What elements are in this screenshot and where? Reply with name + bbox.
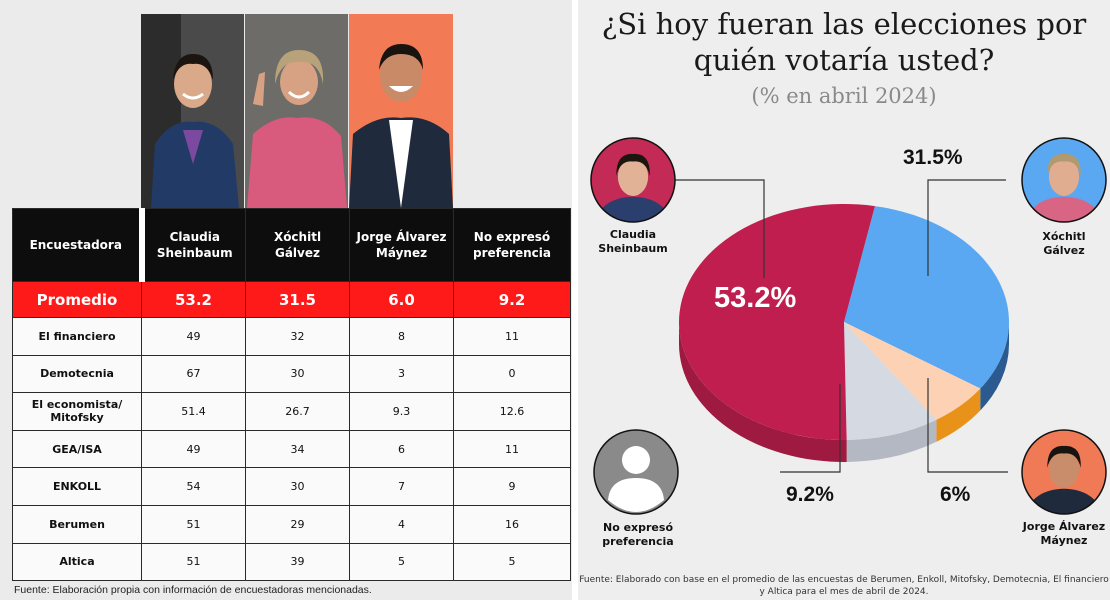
table-cell: 39 bbox=[245, 542, 350, 582]
no-preference-avatar-icon bbox=[593, 429, 679, 515]
photo-xochitl bbox=[245, 14, 348, 208]
table-header-row: Encuestadora Claudia Sheinbaum Xóchitl G… bbox=[12, 208, 571, 282]
table-cell: 11 bbox=[453, 429, 571, 469]
xochitl-avatar-icon bbox=[1021, 137, 1107, 223]
table-cell: 49 bbox=[141, 317, 246, 356]
average-value: 31.5 bbox=[245, 281, 350, 318]
pie-side-0 bbox=[679, 322, 847, 462]
table-cell: 51.4 bbox=[141, 392, 246, 431]
caption-jorge: Jorge Álvarez Máynez bbox=[1022, 520, 1106, 548]
table-row: ENKOLL 54 30 7 9 bbox=[12, 467, 571, 506]
header-claudia: Claudia Sheinbaum bbox=[141, 208, 246, 282]
table-row: GEA/ISA 49 34 6 11 bbox=[12, 429, 571, 469]
pollster-name: ENKOLL bbox=[12, 467, 142, 506]
slice-label-none: 9.2% bbox=[786, 483, 834, 506]
table-cell: 26.7 bbox=[245, 392, 350, 431]
table-cell: 4 bbox=[349, 504, 454, 544]
chart-title-line2: quién votaría usted? bbox=[693, 43, 995, 77]
header-xochitl: Xóchitl Gálvez bbox=[245, 208, 350, 282]
table-row: El financiero 49 32 8 11 bbox=[12, 317, 571, 356]
table-cell: 8 bbox=[349, 317, 454, 356]
table-cell: 5 bbox=[349, 542, 454, 582]
table-cell: 3 bbox=[349, 354, 454, 394]
claudia-avatar-icon bbox=[590, 137, 676, 223]
table-row: Altica 51 39 5 5 bbox=[12, 542, 571, 582]
caption-claudia: Claudia Sheinbaum bbox=[598, 228, 668, 256]
claudia-portrait-icon bbox=[141, 14, 244, 208]
table-cell: 0 bbox=[453, 354, 571, 394]
polls-table: Encuestadora Claudia Sheinbaum Xóchitl G… bbox=[12, 208, 571, 582]
pie-side-2 bbox=[936, 388, 981, 442]
table-cell: 67 bbox=[141, 354, 246, 394]
table-row: Berumen 51 29 4 16 bbox=[12, 504, 571, 544]
jorge-portrait-icon bbox=[349, 14, 453, 208]
header-none: No expresó preferencia bbox=[453, 208, 571, 282]
table-cell: 5 bbox=[453, 542, 571, 582]
jorge-avatar-icon bbox=[1021, 429, 1107, 515]
table-cell: 29 bbox=[245, 504, 350, 544]
slice-label-xochitl: 31.5% bbox=[903, 146, 963, 169]
slice-label-jorge: 6% bbox=[940, 483, 971, 506]
table-cell: 9 bbox=[453, 467, 571, 506]
pie-side-3 bbox=[846, 419, 937, 462]
leader-line bbox=[927, 179, 1006, 276]
pie-slice-2 bbox=[844, 322, 981, 420]
caption-xochitl: Xóchitl Gálvez bbox=[1042, 230, 1086, 258]
table-cell: 11 bbox=[453, 317, 571, 356]
leader-line bbox=[927, 378, 1008, 473]
panel-divider bbox=[572, 0, 578, 600]
table-cell: 30 bbox=[245, 467, 350, 506]
table-cell: 51 bbox=[141, 542, 246, 582]
table-row: El economista/ Mitofsky 51.4 26.7 9.3 12.6 bbox=[12, 392, 571, 431]
table-cell: 7 bbox=[349, 467, 454, 506]
average-row: Promedio 53.2 31.5 6.0 9.2 bbox=[12, 281, 571, 318]
table-cell: 32 bbox=[245, 317, 350, 356]
table-source-note: Fuente: Elaboración propia con informaci… bbox=[14, 584, 372, 596]
table-cell: 49 bbox=[141, 429, 246, 469]
poll-table-panel: Encuestadora Claudia Sheinbaum Xóchitl G… bbox=[0, 0, 572, 600]
table-row: Demotecnia 67 30 3 0 bbox=[12, 354, 571, 394]
header-jorge: Jorge Álvarez Máynez bbox=[349, 208, 454, 282]
table-cell: 51 bbox=[141, 504, 246, 544]
average-value: 9.2 bbox=[453, 281, 571, 318]
table-cell: 34 bbox=[245, 429, 350, 469]
caption-none: No expresó preferencia bbox=[602, 521, 674, 549]
pollster-name: GEA/ISA bbox=[12, 429, 142, 469]
slice-label-claudia: 53.2% bbox=[714, 282, 797, 314]
table-cell: 16 bbox=[453, 504, 571, 544]
photo-jorge bbox=[349, 14, 453, 208]
average-label: Promedio bbox=[12, 281, 142, 318]
table-cell: 54 bbox=[141, 467, 246, 506]
chart-title-line1: ¿Si hoy fueran las elecciones por bbox=[601, 7, 1087, 41]
xochitl-portrait-icon bbox=[245, 14, 348, 208]
average-value: 6.0 bbox=[349, 281, 454, 318]
pie-side-1 bbox=[980, 322, 1009, 411]
leader-line bbox=[780, 384, 841, 473]
table-cell: 30 bbox=[245, 354, 350, 394]
pollster-name: Demotecnia bbox=[12, 354, 142, 394]
photo-claudia bbox=[141, 14, 244, 208]
pollster-name: El financiero bbox=[12, 317, 142, 356]
pie-chart-panel: ¿Si hoy fueran las elecciones por quién … bbox=[578, 0, 1110, 600]
table-cell: 12.6 bbox=[453, 392, 571, 431]
chart-subtitle: (% en abril 2024) bbox=[751, 84, 937, 108]
table-cell: 9.3 bbox=[349, 392, 454, 431]
pollster-name: Berumen bbox=[12, 504, 142, 544]
pie-slice-1 bbox=[844, 206, 1009, 389]
pie-chart bbox=[590, 137, 1107, 515]
average-value: 53.2 bbox=[141, 281, 246, 318]
pollster-name: El economista/ Mitofsky bbox=[12, 392, 142, 431]
table-cell: 6 bbox=[349, 429, 454, 469]
leader-line bbox=[674, 179, 765, 278]
header-encuestadora: Encuestadora bbox=[12, 208, 145, 282]
chart-source-note: Fuente: Elaborado con base en el promedi… bbox=[579, 575, 1109, 597]
pie-slice-0 bbox=[678, 203, 875, 440]
pie-slice-3 bbox=[844, 322, 937, 440]
pollster-name: Altica bbox=[12, 542, 142, 582]
